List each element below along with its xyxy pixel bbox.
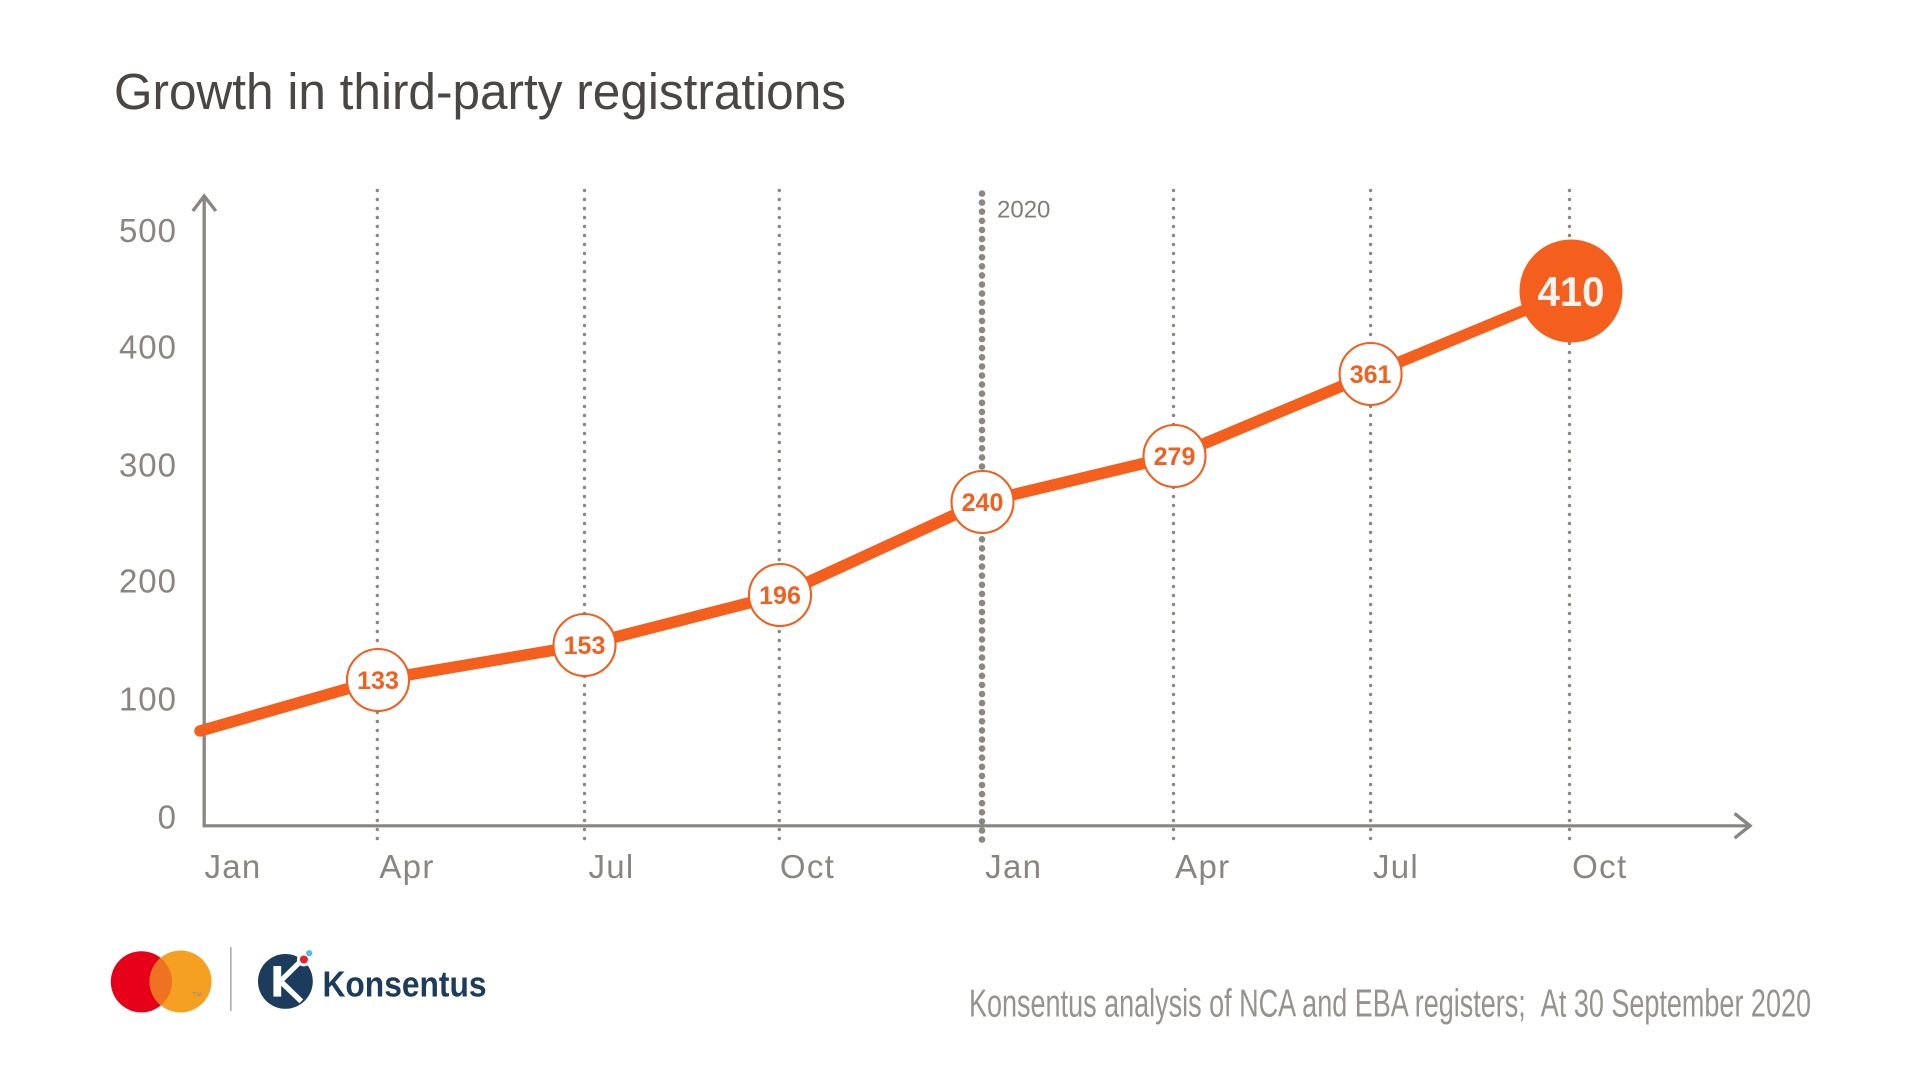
svg-text:Jul: Jul [588,848,634,885]
svg-text:196: 196 [759,582,801,610]
svg-text:Jan: Jan [204,848,261,885]
svg-text:Jul: Jul [1373,848,1419,885]
svg-text:Oct: Oct [780,848,835,885]
svg-text:133: 133 [357,667,399,695]
svg-text:Apr: Apr [1175,848,1230,885]
svg-text:279: 279 [1154,443,1196,471]
svg-text:Growth in third-party registra: Growth in third-party registrations [114,63,846,120]
svg-text:153: 153 [564,632,606,660]
svg-text:240: 240 [962,489,1004,517]
svg-text:Oct: Oct [1572,848,1627,885]
svg-text:2020: 2020 [997,197,1050,224]
svg-text:100: 100 [119,680,177,717]
svg-text:Konsentus: Konsentus [323,964,487,1005]
svg-text:TM: TM [193,992,202,999]
svg-text:Apr: Apr [379,848,434,885]
svg-text:Konsentus analysis of NCA and: Konsentus analysis of NCA and EBA regist… [969,983,1811,1026]
svg-text:0: 0 [158,798,177,835]
svg-text:200: 200 [119,563,177,600]
svg-text:410: 410 [1538,268,1605,315]
svg-text:300: 300 [119,447,177,484]
svg-text:400: 400 [119,329,177,366]
svg-text:Jan: Jan [985,848,1042,885]
svg-text:500: 500 [119,212,177,249]
svg-text:361: 361 [1350,361,1392,389]
